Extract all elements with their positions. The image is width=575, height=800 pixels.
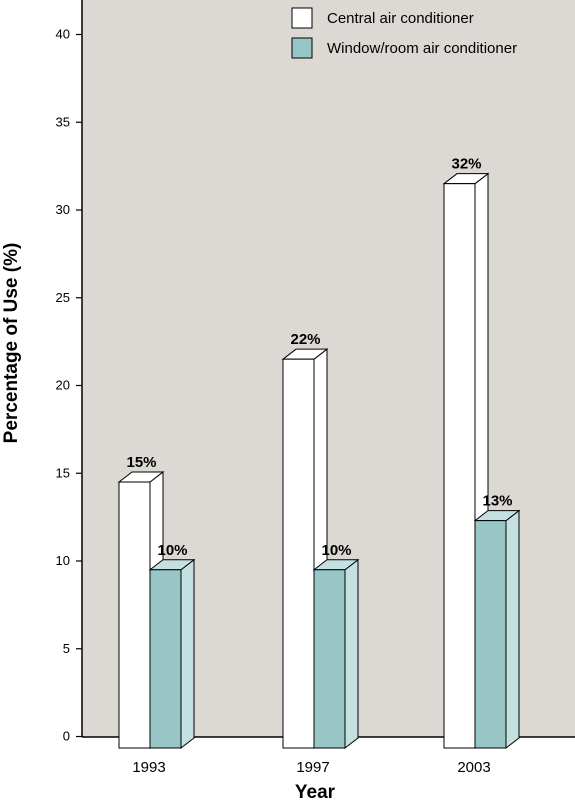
bar-front bbox=[313, 569, 346, 749]
bar-front bbox=[443, 183, 476, 749]
data-label: 32% bbox=[451, 156, 481, 173]
legend-label: Central air conditioner bbox=[327, 10, 474, 27]
y-tick-label: 35 bbox=[56, 114, 70, 129]
legend-item: Window/room air conditioner bbox=[291, 37, 517, 59]
legend-label: Window/room air conditioner bbox=[327, 40, 517, 57]
legend-item: Central air conditioner bbox=[291, 7, 474, 29]
legend: Central air conditioner Window/room air c… bbox=[291, 7, 517, 59]
x-tick-label: 1993 bbox=[132, 759, 165, 776]
y-tick-label: 5 bbox=[63, 641, 70, 656]
bar-window-2003: 13% bbox=[473, 493, 521, 750]
data-label: 15% bbox=[126, 454, 156, 471]
bar-front bbox=[282, 358, 315, 749]
data-label: 13% bbox=[482, 493, 512, 510]
bars: 15% 10% 22% 10% 32% 13% bbox=[117, 156, 521, 750]
y-axis: 0 5 10 15 20 25 30 35 40 bbox=[56, 0, 83, 744]
y-tick-label: 0 bbox=[63, 729, 70, 744]
y-tick-label: 10 bbox=[56, 553, 70, 568]
data-label: 22% bbox=[290, 331, 320, 348]
bar-front bbox=[474, 520, 507, 749]
x-axis-title: Year bbox=[295, 782, 336, 800]
y-tick-label: 15 bbox=[56, 465, 70, 480]
y-tick-label: 30 bbox=[56, 202, 70, 217]
legend-swatch bbox=[291, 37, 313, 59]
bar-side bbox=[344, 558, 359, 750]
x-tick-label: 2003 bbox=[457, 759, 490, 776]
y-tick-label: 40 bbox=[56, 27, 70, 42]
bar-side bbox=[180, 558, 195, 750]
bar-side bbox=[505, 509, 520, 750]
x-tick-label: 1997 bbox=[296, 759, 329, 776]
data-label: 10% bbox=[321, 542, 351, 559]
bar-front bbox=[149, 569, 182, 749]
data-label: 10% bbox=[157, 542, 187, 559]
bar-window-1993: 10% bbox=[148, 542, 196, 750]
y-tick-label: 20 bbox=[56, 378, 70, 393]
bar-window-1997: 10% bbox=[312, 542, 360, 750]
y-tick-label: 25 bbox=[56, 290, 70, 305]
bar-front bbox=[118, 481, 151, 749]
legend-swatch bbox=[291, 7, 313, 29]
y-axis-title: Percentage of Use (%) bbox=[1, 243, 22, 444]
